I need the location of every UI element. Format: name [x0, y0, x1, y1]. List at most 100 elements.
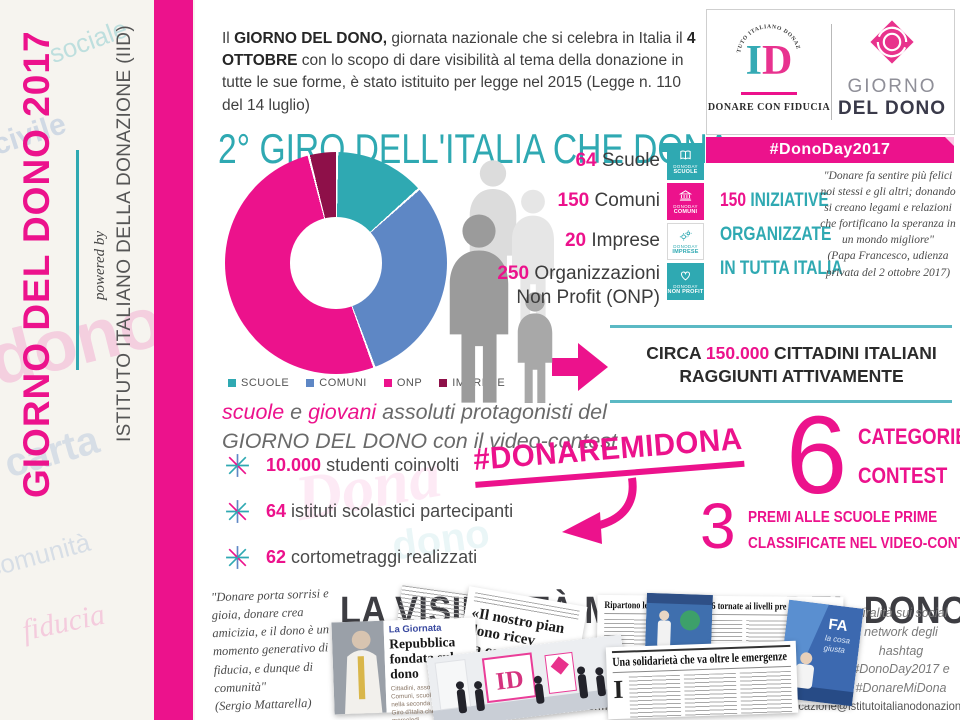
newspaper-clipping-solidarieta: Una solidarietà che va oltre le emergenz…: [605, 640, 799, 720]
stat-number: 150: [557, 190, 590, 211]
donoday-badges: DONODAY SCUOLE DONODAY COMUNI DONODAY IM…: [667, 143, 704, 303]
legend-item: COMUNI: [306, 377, 367, 389]
reach-number: 150.000: [705, 343, 770, 363]
audience-silhouettes: [455, 666, 606, 714]
caption-text: e: [284, 400, 309, 424]
curved-arrow-icon: [562, 477, 637, 544]
categorie-contest-label: CATEGORIE CONTEST: [858, 424, 960, 489]
sidebar: sociale civile dono carta fiducia comuni…: [0, 0, 195, 720]
legend-swatch-comuni: [306, 379, 315, 387]
categorie-line2: CONTEST: [858, 463, 948, 488]
protagonisti-caption: scuole e giovani assoluti protagonisti d…: [222, 398, 617, 456]
quote-papa-francesco: "Donare fa sentire più felici noi stessi…: [820, 168, 956, 281]
legend-item: ONP: [383, 377, 422, 389]
asterisk-icon: [226, 546, 249, 569]
big-number-6: 6: [786, 394, 848, 517]
drop-cap: I: [612, 674, 624, 705]
iid-logo: ISTITUTO ITALIANO DONAZIONE ID DONARE CO…: [707, 10, 831, 134]
legend-swatch-onp: [383, 379, 392, 387]
stat-label: Scuole: [596, 150, 660, 171]
badge-non-profit: DONODAY NON PROFIT: [667, 263, 704, 300]
caption-highlight: scuole: [222, 400, 285, 424]
iniziative-block: 150 INIZIATIVE ORGANIZZATE IN TUTTA ITAL…: [720, 184, 843, 287]
clipping-body: I: [612, 670, 793, 719]
contest-stat-row: 10.000 studenti coinvolti: [224, 452, 513, 479]
intro-bold-event: GIORNO DEL DONO,: [234, 29, 388, 47]
book-icon: [680, 150, 691, 160]
social-virality-note: Viralità sui social network degli hashta…: [852, 606, 950, 695]
contest-stat-number: 64: [266, 501, 287, 521]
badge-comuni: DONODAY COMUNI: [667, 183, 704, 220]
iid-tagline: DONARE CON FIDUCIA: [707, 102, 831, 113]
intro-bold-date: 4 OTTOBRE: [222, 29, 696, 69]
teal-divider: [610, 400, 952, 403]
clipping-headline: Una solidarietà che va oltre le emergenz…: [611, 644, 791, 674]
logo-box: ISTITUTO ITALIANO DONAZIONE ID DONARE CO…: [706, 9, 955, 135]
quote-mattarella: "Donare porta sorrisi e gioia, donare cr…: [211, 584, 345, 715]
badge-small-label: DONODAY: [673, 284, 698, 289]
contest-stat-row: 62 cortometraggi realizzati: [224, 544, 513, 571]
premi-line1: PREMI ALLE SCUOLE PRIME: [748, 509, 938, 526]
badge-name: COMUNI: [673, 209, 698, 215]
iniziative-line2: ORGANIZZATE: [720, 224, 832, 246]
organization-name-vertical: ISTITUTO ITALIANO DELLA DONAZIONE (IID): [114, 24, 135, 442]
quote-text: "Donare porta sorrisi e gioia, donare cr…: [210, 586, 330, 695]
badge-name: IMPRESE: [672, 249, 699, 255]
stat-number: 64: [575, 150, 597, 171]
sidebar-divider-line: [76, 150, 79, 370]
legend-item: SCUOLE: [228, 377, 289, 389]
child-silhouette: [517, 292, 553, 404]
contest-stat-label: istituti scolastici partecipanti: [286, 501, 514, 521]
big-number-3: 3: [700, 490, 736, 562]
badge-scuole: DONODAY SCUOLE: [667, 143, 704, 180]
legend-swatch-scuole: [228, 379, 236, 387]
person-silhouette: [449, 214, 509, 403]
intro-text: Il: [222, 29, 235, 47]
quote-text: "Donare fa sentire più felici noi stessi…: [820, 170, 956, 247]
contest-stat-text: 64 istituti scolastici partecipanti: [266, 501, 513, 522]
gdd-name-line1: GIORNO: [847, 76, 937, 97]
stat-label: Organizzazioni: [529, 263, 660, 284]
pope-photo: [331, 620, 387, 715]
asterisk-icon: [226, 454, 249, 477]
watermark-word: comunità: [0, 526, 94, 584]
premi-label: PREMI ALLE SCUOLE PRIME CLASSIFICATE NEL…: [748, 505, 960, 556]
gdd-name-line2: DEL DONO: [838, 98, 946, 119]
text-column: [628, 674, 682, 719]
video-contest-stats: 10.000 studenti coinvolti 64 istituti sc…: [224, 452, 513, 590]
arrow-right-icon: [552, 343, 608, 391]
contest-stat-text: 62 cortometraggi realizzati: [266, 547, 477, 568]
badge-small-label: DONODAY: [673, 244, 698, 249]
text-column: [684, 672, 737, 717]
badge-name: SCUOLE: [673, 169, 698, 175]
text-column: [739, 670, 793, 715]
iniziative-number: 150: [720, 190, 746, 211]
stat-number: 20: [564, 230, 587, 251]
contest-stat-number: 10.000: [266, 455, 322, 475]
contest-stat-row: 64 istituti scolastici partecipanti: [224, 498, 513, 525]
stat-scuole: 64 Scuole: [575, 150, 660, 172]
tv-screenshot-id-stage: ID: [426, 634, 630, 720]
badge-small-label: DONODAY: [673, 204, 698, 209]
legend-label: SCUOLE: [241, 377, 290, 389]
stat-onp: 250 Organizzazioni Non Profit (ONP): [497, 262, 660, 310]
premi-line2: CLASSIFICATE NEL VIDEO-CONTEST: [748, 534, 960, 552]
iid-letter-i: I: [745, 38, 762, 84]
donoday-banner: #DonoDay2017: [706, 137, 954, 163]
intro-text: giornata nazionale che si celebra in Ita…: [387, 29, 687, 47]
sidebar-pink-bar: [154, 0, 193, 720]
contest-stat-text: 10.000 studenti coinvolti: [266, 455, 459, 476]
iid-underline: [741, 92, 797, 95]
iniziative-word: INIZIATIVE: [750, 190, 829, 211]
iid-monogram: ID: [707, 40, 831, 82]
legend-label: COMUNI: [319, 377, 367, 389]
newspaper-clipping-repubblica: La Giornata Repubblica fondata sul dono …: [331, 617, 479, 720]
intro-paragraph: Il GIORNO DEL DONO, giornata nazionale c…: [222, 28, 702, 118]
reach-text: CITTADINI ITALIANI: [769, 343, 937, 363]
giorno-del-dono-logo: GIORNO DEL DONO: [832, 10, 954, 134]
powered-by-label: powered by: [92, 230, 108, 300]
stat-number: 250: [497, 263, 530, 284]
svg-text:FA: FA: [828, 616, 849, 635]
iid-letter-d: D: [762, 38, 793, 84]
caption-highlight: giovani: [308, 400, 377, 424]
